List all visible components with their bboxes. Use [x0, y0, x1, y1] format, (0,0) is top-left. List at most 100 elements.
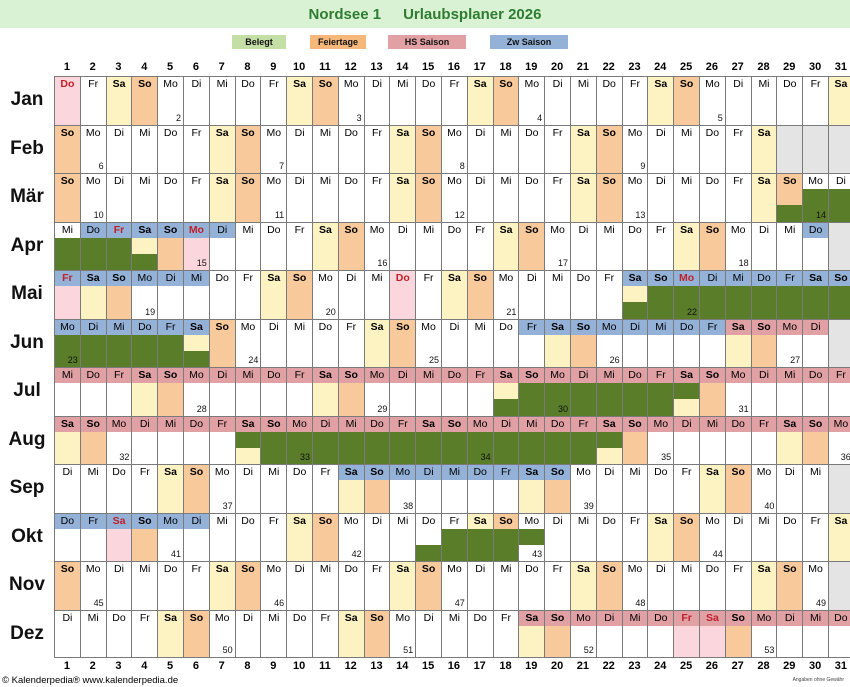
weekday-label: Di: [268, 320, 279, 333]
month-label: Mai: [11, 283, 43, 305]
day-cell: Do: [466, 464, 493, 513]
day-cell: Sa: [208, 561, 235, 610]
booked-fill: [519, 383, 545, 417]
weekday-label: Do: [163, 563, 178, 575]
season-band: [803, 610, 828, 626]
season-band: [132, 222, 158, 238]
day-cell: Sa: [518, 609, 545, 658]
week-number: 22: [686, 306, 697, 317]
season-band: [545, 465, 570, 480]
season-band: [158, 368, 183, 383]
weekday-label: Do: [447, 223, 462, 236]
footer-day-number: 31: [834, 660, 848, 672]
weekday-label: Di: [294, 563, 305, 575]
weekday-label: Di: [165, 272, 176, 284]
day-cell: So: [750, 318, 777, 367]
booked-fill: [596, 383, 622, 417]
weekday-label: Fr: [320, 611, 331, 624]
season-band: [751, 271, 777, 286]
month-label: Nov: [9, 574, 45, 596]
day-cell: So: [131, 76, 158, 125]
booked-fill: [467, 431, 493, 465]
weekday-label: Mi: [500, 563, 512, 575]
booked-fill: [261, 431, 287, 465]
weekday-label: Do: [241, 78, 255, 90]
day-cell: Sa: [647, 76, 674, 125]
booked-fill: [829, 286, 850, 320]
booked-fill: [519, 528, 545, 545]
week-number: 2: [175, 112, 181, 123]
weekday-label: Sa: [241, 417, 255, 430]
day-cell: Fr: [234, 270, 261, 319]
month-label: Feb: [10, 137, 44, 159]
season-band: [674, 368, 699, 383]
day-cell: Sa: [828, 76, 850, 125]
weekday-label: Sa: [525, 466, 539, 478]
day-cell: Do: [673, 318, 699, 367]
week-number: 24: [248, 355, 259, 365]
footer-day-number: 18: [499, 660, 512, 672]
season-band: [803, 222, 828, 238]
weekday-label: Do: [215, 272, 229, 284]
day-cell: Sa: [389, 124, 416, 173]
weekday-label: Mi: [784, 223, 796, 236]
day-cell: Do: [54, 512, 80, 561]
day-cell: Fr: [415, 270, 441, 319]
booked-fill: [700, 286, 725, 320]
day-cell: Do: [79, 221, 106, 271]
header-day-number: 1: [63, 61, 70, 73]
day-cell: Fr: [363, 124, 390, 173]
weekday-label: Fr: [449, 514, 460, 527]
day-cell: Do: [234, 76, 261, 125]
month-label: Apr: [10, 234, 44, 256]
season-band: [132, 319, 158, 335]
season-band: [777, 319, 803, 335]
day-cell: Di: [183, 76, 209, 125]
weekday-label: Mi: [784, 369, 796, 381]
day-cell: So: [673, 512, 699, 561]
weekday-label: Fr: [449, 78, 460, 90]
day-cell: Mo 15: [183, 221, 209, 270]
weekday-label: Sa: [680, 369, 693, 381]
booked-fill: [442, 431, 467, 465]
day-cell: Do: [105, 609, 132, 658]
day-cell: Sa: [337, 464, 364, 513]
footer-day-number: 6: [192, 660, 199, 672]
weekday-label: So: [292, 272, 307, 284]
weekday-label: Mi: [603, 223, 615, 236]
day-cell: Mi: [724, 270, 751, 320]
day-cell: Sa: [776, 415, 803, 464]
day-cell: Fr: [131, 464, 158, 513]
footer-day-number: 22: [602, 660, 615, 672]
day-cell: Mo 41: [157, 512, 183, 561]
day-cell: Mi: [776, 221, 803, 270]
weekday-label: Do: [834, 611, 848, 624]
weekday-label: Fr: [423, 272, 434, 284]
weekday-label: So: [163, 369, 178, 381]
header-day-number: 25: [679, 61, 693, 73]
season-band: [467, 416, 493, 432]
weekday-label: Do: [654, 611, 668, 624]
season-band: [571, 368, 596, 383]
season-band: [132, 513, 158, 529]
weekday-label: Fr: [165, 320, 176, 333]
footer-day-number: 21: [576, 660, 590, 672]
weekday-label: So: [447, 417, 462, 430]
day-cell: Do: [441, 221, 467, 270]
weekday-label: Mi: [810, 466, 822, 478]
day-cell: Mo 47: [441, 561, 467, 610]
weekday-label: Fr: [139, 466, 150, 478]
week-number: 14: [815, 209, 826, 220]
season-band: [261, 368, 287, 383]
day-cell: Mi: [79, 609, 106, 658]
season-band: [700, 416, 725, 432]
day-cell: So: [363, 464, 390, 513]
week-number: 3: [356, 112, 362, 123]
season-band: [80, 416, 106, 432]
booked-fill: [132, 253, 158, 271]
week-number: 33: [299, 452, 310, 462]
week-number: 31: [738, 403, 749, 414]
day-cell: Mi: [312, 173, 338, 222]
day-cell: Mi: [673, 561, 699, 610]
day-cell: Mi: [647, 318, 674, 367]
